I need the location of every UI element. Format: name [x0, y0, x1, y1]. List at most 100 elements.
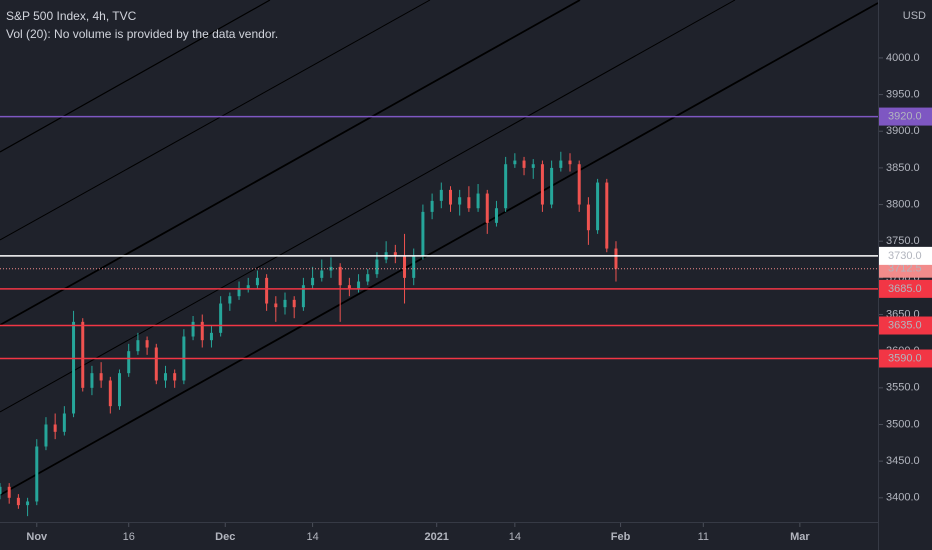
- candle-body: [90, 373, 94, 388]
- candle-body: [522, 160, 526, 168]
- candle-body: [72, 321, 76, 414]
- candle-body: [494, 208, 498, 223]
- level-label: 3920.0: [888, 110, 922, 122]
- x-tick-label: 14: [306, 531, 318, 543]
- candle-body: [605, 182, 609, 249]
- trend-line: [0, 0, 271, 153]
- candle-body: [265, 277, 269, 304]
- candle-body: [81, 321, 85, 388]
- x-tick-label: Mar: [790, 531, 810, 543]
- candle-body: [393, 252, 397, 256]
- trend-line: [0, 0, 431, 241]
- x-tick-label: 2021: [424, 531, 448, 543]
- candle-body: [531, 164, 535, 168]
- trend-lines: [0, 0, 879, 496]
- candle-body: [99, 373, 103, 381]
- candle-body: [209, 332, 213, 341]
- candle-body: [366, 274, 370, 282]
- candle-body: [596, 182, 600, 231]
- chart-subtitle: Vol (20): No volume is provided by the d…: [6, 27, 278, 41]
- y-tick-label: 3500.0: [886, 418, 920, 430]
- candle-body: [540, 164, 544, 205]
- level-box: [879, 279, 932, 298]
- x-tick-label: 16: [123, 531, 135, 543]
- candle-body: [439, 189, 443, 201]
- axes: 3400.03450.03500.03550.03600.03650.03700…: [26, 52, 932, 543]
- level-label: 3685.0: [888, 283, 922, 295]
- candle-body: [301, 285, 305, 308]
- candle-body: [421, 211, 425, 256]
- candle-body: [458, 197, 462, 205]
- x-tick-label: Feb: [611, 531, 631, 543]
- currency-label: USD: [903, 10, 926, 22]
- candle-body: [614, 248, 618, 269]
- candle-body: [467, 197, 471, 209]
- candle-body: [26, 501, 30, 506]
- candle-body: [476, 193, 480, 209]
- last-price-label: 3712.5: [888, 263, 922, 275]
- x-tick-label: Dec: [215, 531, 235, 543]
- x-tick-label: 11: [698, 531, 709, 543]
- candle-body: [62, 413, 66, 432]
- candle-body: [311, 277, 315, 286]
- chart-title: S&P 500 Index, 4h, TVC: [6, 9, 137, 23]
- trend-line: [0, 2, 879, 496]
- candle-body: [375, 259, 379, 275]
- candle-body: [550, 167, 554, 205]
- candle-body: [44, 424, 48, 447]
- level-label: 3730.0: [888, 250, 922, 262]
- candle-body: [191, 321, 195, 337]
- candle-body: [35, 446, 39, 502]
- level-box: [879, 246, 932, 265]
- x-tick-label: Nov: [26, 531, 48, 543]
- candle-body: [53, 424, 57, 432]
- trend-line: [0, 0, 581, 326]
- candle-body: [586, 204, 590, 231]
- candle-body: [504, 164, 508, 209]
- candle-body: [219, 303, 223, 333]
- candle-body: [154, 347, 158, 381]
- candle-body: [292, 299, 296, 308]
- candle-body: [118, 373, 122, 407]
- candle-body: [127, 351, 131, 374]
- candle-body: [338, 266, 342, 286]
- candle-body: [568, 160, 572, 165]
- candle-body: [347, 285, 351, 289]
- candle-body: [559, 160, 563, 168]
- plot: [0, 115, 878, 517]
- candle-body: [200, 321, 204, 341]
- y-tick-label: 3850.0: [886, 162, 920, 174]
- candle-body: [237, 288, 241, 297]
- candle-body: [246, 285, 250, 289]
- candle-body: [513, 160, 517, 165]
- level-box: [879, 316, 932, 335]
- candle-body: [0, 486, 2, 495]
- candle-body: [255, 277, 259, 286]
- candle-body: [108, 380, 112, 407]
- candle-body: [228, 296, 232, 304]
- candle-body: [274, 303, 278, 308]
- candle-body: [16, 497, 20, 506]
- y-tick-label: 3550.0: [886, 382, 920, 394]
- y-tick-label: 3950.0: [886, 88, 920, 100]
- candle-body: [448, 189, 452, 205]
- y-tick-label: 3400.0: [886, 492, 920, 504]
- candle-body: [577, 164, 581, 205]
- candle-body: [403, 255, 407, 278]
- x-tick-label: 14: [509, 531, 521, 543]
- candle-body: [145, 340, 149, 348]
- y-tick-label: 3750.0: [886, 235, 920, 247]
- level-box: [879, 107, 932, 126]
- candle-body: [357, 281, 361, 289]
- candle-body: [283, 299, 287, 308]
- candle-body: [485, 193, 489, 223]
- candle-body: [320, 270, 324, 278]
- y-tick-label: 3800.0: [886, 198, 920, 210]
- y-tick-label: 3900.0: [886, 125, 920, 137]
- candle-body: [430, 200, 434, 212]
- trend-line: [0, 0, 736, 413]
- level-label: 3590.0: [888, 352, 922, 364]
